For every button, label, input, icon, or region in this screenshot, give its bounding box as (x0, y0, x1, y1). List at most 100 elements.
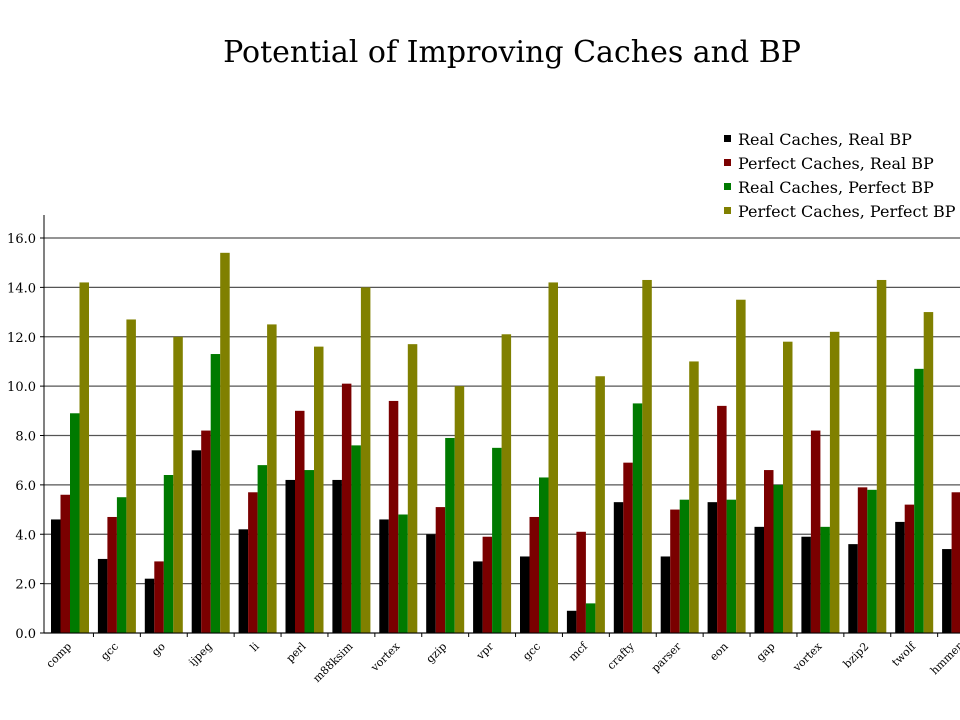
y-tick-label: 6.0 (15, 479, 36, 494)
bar (942, 549, 952, 633)
bar (295, 410, 305, 633)
bar (332, 479, 342, 633)
bar (726, 499, 737, 633)
bar (613, 502, 624, 633)
bar (857, 487, 868, 633)
bar (314, 346, 324, 633)
bar (492, 447, 502, 633)
bar (341, 383, 352, 633)
x-tick-label: twolf (889, 639, 919, 669)
bar (783, 341, 793, 633)
bar (520, 556, 530, 633)
legend-label: Real Caches, Perfect BP (738, 178, 934, 197)
bar (107, 516, 117, 633)
bar (754, 526, 764, 633)
bar (876, 279, 887, 633)
bar (360, 287, 371, 633)
legend-swatch (724, 159, 731, 166)
bar (867, 489, 877, 633)
bar (904, 504, 915, 633)
bar (529, 516, 539, 633)
bar (585, 603, 596, 633)
x-tick-label: bzip2 (841, 640, 872, 671)
legend-swatch (724, 207, 731, 214)
y-tick-label: 14.0 (7, 281, 36, 296)
bar (173, 336, 183, 633)
bar (257, 465, 268, 633)
bar (951, 492, 960, 633)
y-tick-label: 8.0 (15, 430, 36, 445)
bar (482, 536, 493, 633)
legend-label: Real Caches, Real BP (738, 130, 912, 149)
bar (210, 354, 221, 633)
x-tick-label: vortex (368, 639, 403, 674)
y-axis-ticks: 0.0 2.0 4.0 6.0 8.0 10.0 12.0 14.0 16.0 (7, 232, 44, 642)
y-tick-label: 2.0 (15, 578, 36, 593)
bar (670, 509, 680, 633)
bar (764, 470, 774, 633)
x-tick-label: mcf (566, 639, 590, 663)
x-tick-label: go (149, 640, 168, 659)
bar (126, 319, 136, 633)
x-tick-label: crafty (605, 639, 638, 672)
y-tick-label: 16.0 (7, 232, 36, 247)
bar (144, 578, 155, 633)
bar (70, 413, 80, 633)
bar (501, 334, 512, 633)
bar (248, 492, 258, 633)
bar (717, 405, 727, 633)
x-tick-label: eon (707, 640, 730, 663)
bar (820, 526, 830, 633)
bar (566, 610, 577, 633)
bar (689, 361, 699, 633)
bar (388, 400, 399, 633)
x-tick-label: ijpeg (186, 640, 215, 669)
x-axis-labels: comp gcc go ijpeg li perl m88ksim vortex gzip vpr… (44, 633, 960, 685)
bar (642, 279, 652, 633)
y-tick-label: 10.0 (7, 380, 36, 395)
x-tick-label: comp (44, 640, 75, 671)
bar (97, 558, 108, 633)
bar (679, 499, 690, 633)
chart-title: Potential of Improving Caches and BP (223, 35, 801, 70)
bar (801, 536, 811, 633)
bar (445, 437, 455, 633)
bar (407, 344, 418, 633)
bar (426, 534, 436, 633)
x-tick-label: m88ksim (310, 640, 355, 685)
x-tick-label: vpr (473, 639, 497, 663)
y-tick-label: 0.0 (15, 627, 36, 642)
bar (548, 282, 558, 633)
legend: Real Caches, Real BP Perfect Caches, Real… (724, 130, 956, 221)
bar (238, 529, 249, 633)
bar (632, 403, 643, 633)
bar (398, 514, 408, 633)
legend-label: Perfect Caches, Perfect BP (738, 202, 956, 221)
bar (848, 544, 858, 633)
bar (201, 430, 211, 633)
bar (191, 450, 202, 633)
x-tick-label: hmmer (928, 639, 960, 677)
bar (267, 324, 277, 633)
bar (923, 312, 934, 633)
bar (773, 484, 783, 633)
bar (473, 561, 483, 633)
legend-swatch (724, 135, 731, 142)
bar (60, 494, 70, 633)
x-tick-label: perl (284, 640, 309, 665)
bar (660, 556, 671, 633)
x-tick-label: vortex (790, 639, 825, 674)
legend-swatch (724, 183, 731, 190)
bar (707, 502, 718, 633)
y-tick-label: 12.0 (7, 331, 36, 346)
bars (51, 252, 960, 633)
bar (154, 561, 164, 633)
bar (116, 497, 127, 633)
bar (829, 331, 840, 633)
bar (304, 470, 314, 633)
bar (379, 519, 389, 633)
x-tick-label: gzip (424, 640, 450, 666)
bar (51, 519, 61, 633)
bar (595, 376, 605, 633)
bar (895, 521, 905, 633)
